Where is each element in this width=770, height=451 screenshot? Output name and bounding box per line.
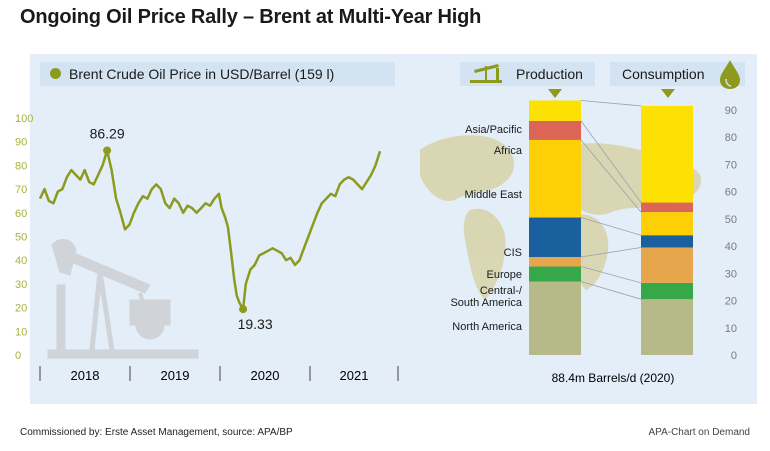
connector-line — [580, 139, 642, 213]
y-tick-label: 30 — [15, 279, 27, 291]
y-tick-label: 80 — [725, 132, 737, 144]
low-label: 19.33 — [238, 316, 273, 332]
peak-marker — [103, 146, 112, 155]
bar-segment — [641, 212, 693, 236]
y-tick-label: 40 — [725, 241, 737, 253]
chart-panel — [30, 54, 757, 404]
region-label: Africa — [494, 145, 523, 157]
y-tick-label: 20 — [725, 296, 737, 308]
y-tick-label: 90 — [725, 105, 737, 117]
bar-segment — [529, 281, 581, 355]
region-labels: Asia/Pacific Africa Middle East CIS Euro… — [450, 124, 522, 333]
y-tick-label: 50 — [725, 214, 737, 226]
x-tick-label: 2019 — [161, 368, 190, 383]
bar-segment — [529, 266, 581, 282]
connector-line — [580, 247, 642, 258]
x-tick-label: 2018 — [71, 368, 100, 383]
oil-pump-icon — [470, 64, 502, 83]
y-tick-label: 80 — [15, 160, 27, 172]
triangle-down-icon — [548, 89, 562, 98]
y-tick-label: 20 — [15, 303, 27, 315]
bar-segment — [641, 235, 693, 248]
low-marker — [239, 305, 248, 314]
bar-segment — [529, 100, 581, 121]
y-tick-label: 100 — [15, 113, 33, 125]
price-line — [38, 149, 382, 311]
connector-line — [580, 120, 642, 203]
stacked-bars — [529, 100, 693, 355]
oil-pumpjack-silhouette — [47, 238, 199, 359]
y-tick-label: 40 — [15, 255, 27, 267]
y-tick-label: 70 — [15, 184, 27, 196]
bar-segment — [529, 120, 581, 140]
y-tick-label: 90 — [15, 137, 27, 149]
bar-segment — [641, 247, 693, 283]
y-tick-label: 10 — [15, 326, 27, 338]
peak-label: 86.29 — [90, 125, 125, 141]
connector-line — [580, 100, 642, 107]
consumption-label: Consumption — [622, 66, 705, 82]
oil-drop-icon — [720, 60, 740, 89]
region-label: South America — [450, 297, 522, 309]
connector-lines — [580, 100, 642, 300]
footer-credit: APA-Chart on Demand — [648, 427, 750, 438]
left-x-axis — [39, 366, 399, 381]
region-label: Europe — [487, 269, 522, 281]
bar-segment — [529, 139, 581, 218]
right-y-axis: 0 10 20 30 40 50 60 70 80 90 — [725, 105, 737, 362]
left-y-axis: 0 10 20 30 40 50 60 70 80 90 100 — [15, 113, 33, 362]
bar-segment — [641, 299, 693, 355]
y-tick-label: 60 — [15, 208, 27, 220]
bar-segment — [529, 257, 581, 267]
x-tick-label: 2020 — [251, 368, 280, 383]
page-title: Ongoing Oil Price Rally – Brent at Multi… — [20, 6, 482, 28]
y-tick-label: 50 — [15, 232, 27, 244]
bar-segment — [641, 282, 693, 300]
dot-icon — [50, 68, 61, 79]
connector-line — [580, 217, 642, 236]
y-tick-label: 0 — [15, 350, 21, 362]
connector-line — [580, 266, 642, 284]
y-tick-label: 0 — [731, 350, 737, 362]
footer-source: Commissioned by: Erste Asset Management,… — [20, 427, 293, 438]
line-legend — [40, 62, 395, 86]
bar-segment — [641, 105, 693, 203]
bar-segment — [641, 202, 693, 213]
y-tick-label: 10 — [725, 323, 737, 335]
y-tick-label: 60 — [725, 187, 737, 199]
line-legend-label: Brent Crude Oil Price in USD/Barrel (159… — [69, 66, 335, 82]
connector-line — [580, 281, 642, 300]
x-tick-label: 2021 — [340, 368, 369, 383]
region-label: North America — [452, 321, 523, 333]
region-label: Middle East — [465, 189, 522, 201]
y-tick-label: 30 — [725, 268, 737, 280]
y-tick-label: 70 — [725, 159, 737, 171]
triangle-down-icon — [661, 89, 675, 98]
region-label: Asia/Pacific — [465, 124, 522, 136]
region-label: CIS — [504, 247, 522, 259]
production-label: Production — [516, 66, 583, 82]
bar-segment — [529, 217, 581, 257]
bar-caption: 88.4m Barrels/d (2020) — [552, 371, 675, 385]
region-label: Central-/ — [480, 285, 523, 297]
